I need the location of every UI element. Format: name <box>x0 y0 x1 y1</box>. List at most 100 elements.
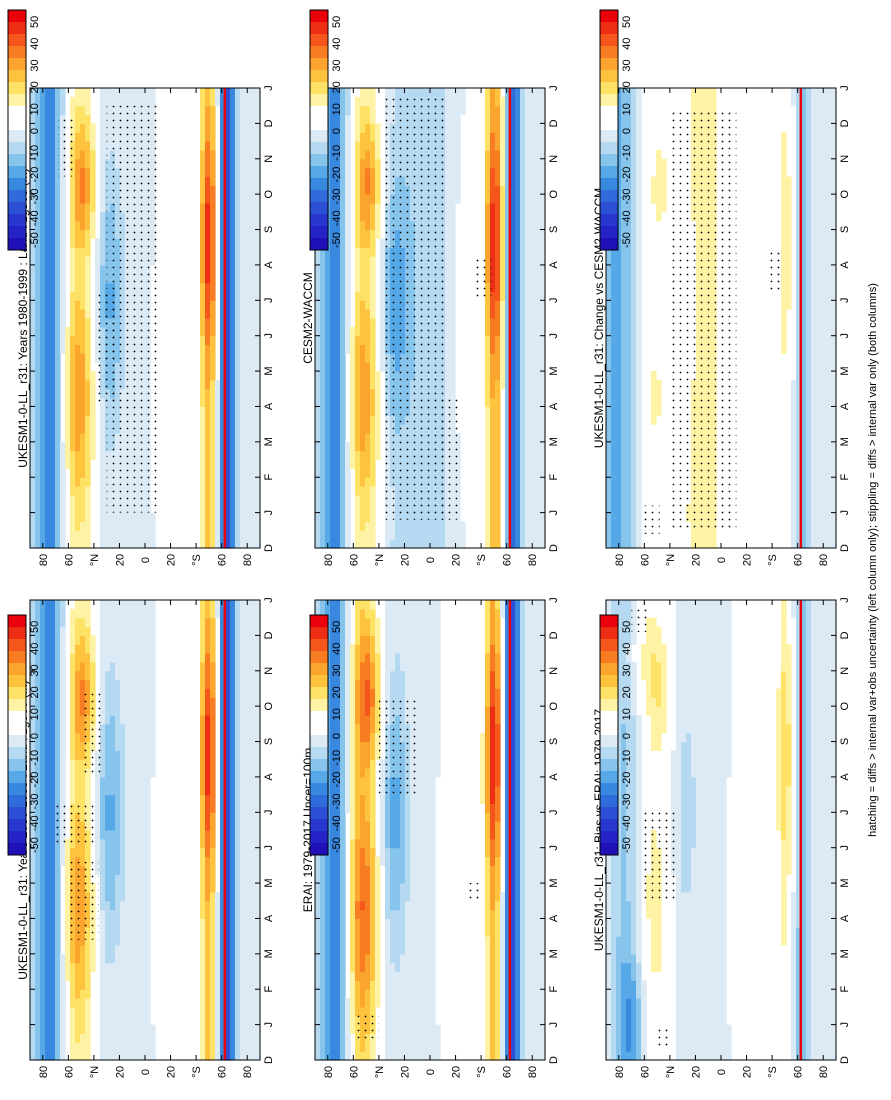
heatmap-cell <box>370 530 376 540</box>
heatmap-cell <box>85 635 91 645</box>
heatmap-cell <box>380 273 386 284</box>
heatmap-cell <box>210 971 216 981</box>
heatmap-cell <box>110 989 116 999</box>
heatmap-cell <box>45 847 51 858</box>
heatmap-cell <box>360 105 366 116</box>
heatmap-cell <box>35 530 41 540</box>
heatmap-cell <box>375 379 381 390</box>
heatmap-cell <box>365 238 371 248</box>
heatmap-cell <box>60 335 66 346</box>
heatmap-cell <box>140 608 146 619</box>
heatmap-cell <box>150 644 156 654</box>
heatmap-cell <box>35 238 41 248</box>
heatmap-cell <box>220 167 226 177</box>
heatmap-cell <box>75 741 81 751</box>
heatmap-cell <box>30 803 36 813</box>
heatmap-cell <box>130 776 136 787</box>
heatmap-cell <box>200 282 206 292</box>
heatmap-cell <box>325 379 331 390</box>
heatmap-cell <box>65 441 71 452</box>
heatmap-cell <box>250 927 256 937</box>
heatmap-cell <box>210 379 216 390</box>
heatmap-cell <box>330 194 336 204</box>
heatmap-cell <box>120 644 126 654</box>
heatmap-cell <box>100 450 106 461</box>
month-tick-label: S <box>263 738 275 745</box>
heatmap-cell <box>240 353 246 363</box>
heatmap-cell <box>50 653 56 663</box>
heatmap-cell <box>145 794 151 804</box>
heatmap-cell <box>135 998 141 1008</box>
heatmap-cell <box>135 803 141 813</box>
heatmap-cell <box>325 450 331 461</box>
heatmap-cell <box>205 397 211 407</box>
heatmap-cell <box>255 406 261 416</box>
heatmap-cell <box>245 874 251 884</box>
heatmap-cell <box>45 768 51 778</box>
heatmap-cell <box>70 291 76 301</box>
heatmap-cell <box>125 847 131 858</box>
heatmap-cell <box>70 494 76 505</box>
heatmap-cell <box>250 644 256 654</box>
heatmap-cell <box>130 741 136 751</box>
heatmap-cell <box>225 132 231 142</box>
colorbar-swatch <box>8 46 26 59</box>
heatmap-cell <box>245 971 251 981</box>
heatmap-cell <box>35 697 41 707</box>
heatmap-cell <box>120 706 126 716</box>
heatmap-cell <box>255 617 261 628</box>
heatmap-cell <box>245 211 251 222</box>
heatmap-cell <box>60 494 66 505</box>
heatmap-cell <box>105 794 111 804</box>
heatmap-cell <box>85 521 91 531</box>
heatmap-cell <box>75 344 81 354</box>
heatmap-cell <box>365 167 371 177</box>
heatmap-cell <box>210 353 216 363</box>
heatmap-cell <box>360 167 366 177</box>
heatmap-cell <box>240 291 246 301</box>
heatmap-cell <box>220 459 226 469</box>
heatmap-cell <box>370 300 376 310</box>
heatmap-cell <box>50 132 56 142</box>
heatmap-cell <box>220 998 226 1008</box>
heatmap-cell <box>75 759 81 769</box>
heatmap-cell <box>145 927 151 937</box>
heatmap-cell <box>105 697 111 707</box>
heatmap-cell <box>230 865 236 875</box>
heatmap-cell <box>40 229 46 239</box>
heatmap-cell <box>335 406 341 416</box>
heatmap-cell <box>220 891 226 902</box>
heatmap-cell <box>230 927 236 937</box>
heatmap-cell <box>345 512 351 522</box>
heatmap-cell <box>330 539 336 549</box>
heatmap-cell <box>445 344 451 354</box>
heatmap-cell <box>125 741 131 751</box>
heatmap-cell <box>55 132 61 142</box>
heatmap-cell <box>355 96 361 107</box>
heatmap-cell <box>370 441 376 452</box>
heatmap-cell <box>250 503 256 514</box>
heatmap-cell <box>225 971 231 981</box>
panel-b: 80 60 °N 20 0 20 °S 60 80DJFMAMJJASONDJUKESM1-0-… <box>7 9 275 566</box>
heatmap-cell <box>50 114 56 124</box>
heatmap-cell <box>210 494 216 505</box>
heatmap-cell <box>240 264 246 275</box>
heatmap-cell <box>35 486 41 496</box>
heatmap-cell <box>210 291 216 301</box>
heatmap-cell <box>30 494 36 505</box>
colorbar-tick-label: -40 <box>29 815 41 831</box>
heatmap-cell <box>315 371 321 381</box>
heatmap-cell <box>225 326 231 337</box>
heatmap-cell <box>240 167 246 177</box>
heatmap-cell <box>60 661 66 672</box>
heatmap-cell <box>45 291 51 301</box>
heatmap-cell <box>55 220 61 231</box>
heatmap-cell <box>40 415 46 425</box>
heatmap-cell <box>360 512 366 522</box>
heatmap-cell <box>250 909 256 919</box>
heatmap-cell <box>40 273 46 284</box>
heatmap-cell <box>110 971 116 981</box>
heatmap-cell <box>50 309 56 319</box>
heatmap-cell <box>250 865 256 875</box>
heatmap-cell <box>135 670 141 681</box>
